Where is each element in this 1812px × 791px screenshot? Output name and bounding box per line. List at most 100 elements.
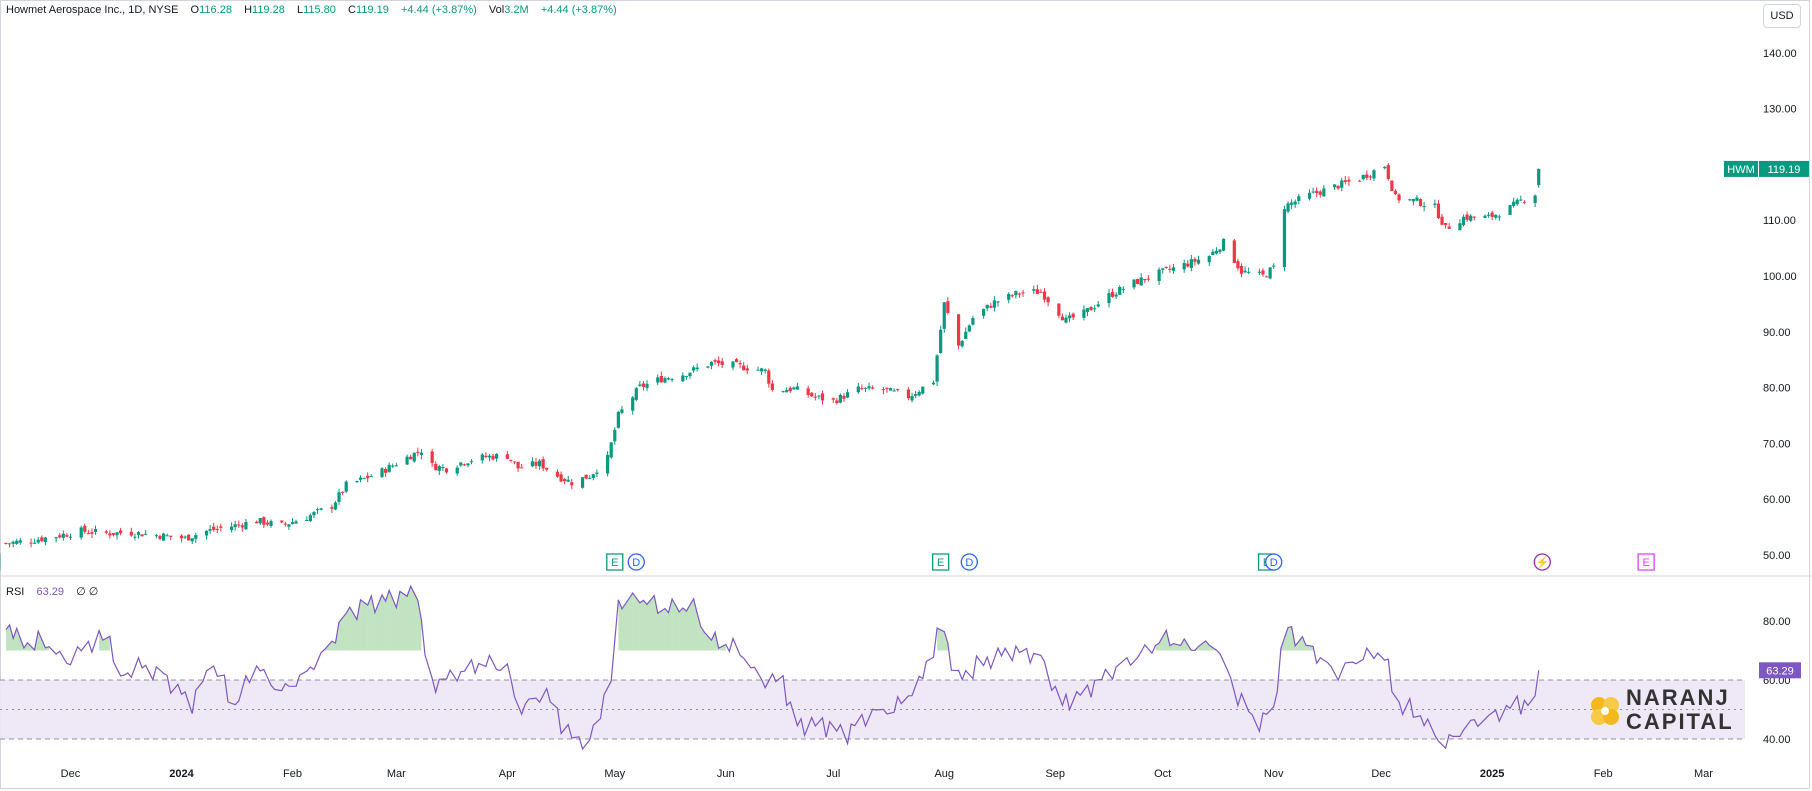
candle [1386, 163, 1390, 181]
rsi-overbought-fill [657, 608, 665, 651]
event-circle [960, 553, 978, 571]
candle-body [509, 459, 513, 461]
candle [1071, 312, 1075, 321]
candle [83, 523, 87, 534]
candle-body [1508, 205, 1512, 215]
candle [1361, 174, 1365, 181]
candle-body [262, 517, 266, 525]
candle [118, 527, 123, 536]
candle-body [204, 530, 209, 536]
candle [18, 537, 22, 545]
candle [1440, 213, 1444, 226]
date-tick-label: Jun [717, 768, 735, 780]
candle [484, 452, 488, 459]
candle [505, 450, 509, 460]
candle [1486, 211, 1491, 218]
candle-body [792, 387, 796, 390]
candle [1293, 199, 1297, 208]
low-label: L [296, 4, 304, 16]
rsi-badge-value: 63.29 [1766, 665, 1794, 677]
currency-button[interactable]: USD [1763, 4, 1801, 28]
candle [1232, 238, 1236, 264]
candle-body [1232, 240, 1236, 263]
rsi-overbought-fill [382, 594, 386, 651]
candle-body [487, 455, 492, 458]
candle [136, 531, 141, 539]
candle-body [1318, 191, 1322, 195]
rsi-tick-label: 40.00 [1763, 734, 1791, 746]
candle-body [455, 467, 459, 474]
candle [1340, 177, 1344, 192]
candle-body [161, 533, 166, 541]
candle-body [914, 394, 918, 396]
candle-body [54, 537, 58, 539]
candle [287, 524, 291, 531]
candle [212, 522, 216, 532]
candle [1483, 214, 1487, 218]
candle [444, 467, 449, 474]
candle [946, 297, 950, 315]
volume-label: Vol [488, 4, 505, 16]
candle-body [58, 535, 62, 538]
rsi-overbought-fill [356, 599, 361, 651]
rsi-overbought-fill [385, 590, 390, 651]
candle [1261, 268, 1265, 277]
candle [380, 467, 384, 479]
rsi-extra-2: ∅ [88, 586, 99, 598]
candle [462, 463, 466, 466]
candle [914, 391, 918, 399]
candle-body [1042, 291, 1047, 300]
date-tick-label: Mar [387, 768, 406, 780]
candle-body [838, 394, 842, 403]
rsi-overbought-fill [647, 595, 655, 651]
close-label: C [348, 4, 356, 16]
candle-body [1386, 165, 1390, 180]
rsi-label[interactable]: RSI [6, 586, 25, 598]
rsi-overbought-fill [399, 591, 408, 651]
candle-body [591, 474, 595, 479]
candle-body [720, 361, 724, 365]
event-marker-E: E [606, 553, 624, 571]
candle [1497, 214, 1501, 221]
candle-body [190, 538, 194, 542]
candle-body [244, 521, 248, 530]
candle [290, 518, 295, 525]
candle [129, 527, 133, 537]
candle-body [1383, 166, 1387, 169]
candle [258, 517, 262, 525]
candle-body [656, 377, 660, 383]
candle-body [1164, 266, 1168, 268]
event-label: E [611, 557, 618, 569]
candle [68, 533, 73, 541]
candle-body [315, 509, 320, 511]
candle-body [1311, 191, 1315, 193]
candle-body [1519, 199, 1523, 201]
candle-body [541, 459, 545, 469]
candle-body [495, 454, 499, 459]
candle [1336, 185, 1340, 190]
rsi-overbought-fill [339, 613, 347, 651]
candle-body [1182, 263, 1186, 270]
candle [888, 387, 893, 391]
candle-body [337, 492, 341, 502]
candle-body [1107, 293, 1111, 304]
candle-body [534, 461, 538, 466]
candle [631, 396, 635, 415]
event-flag [932, 553, 950, 571]
candle [262, 516, 266, 529]
candle [1307, 189, 1312, 201]
candle [1239, 263, 1244, 278]
candle [956, 313, 961, 350]
symbol-title[interactable]: Howmet Aerospace Inc., 1D, NYSE [6, 4, 179, 16]
candle [967, 324, 971, 333]
rsi-overbought-fill [1288, 626, 1292, 651]
candle-body [462, 464, 466, 466]
candle [681, 372, 685, 382]
candle [1196, 255, 1201, 265]
candle-body [1461, 216, 1466, 226]
candle-body [258, 518, 262, 524]
candle [144, 530, 148, 536]
rsi-overbought-fill [1180, 639, 1185, 651]
candle [709, 361, 714, 370]
